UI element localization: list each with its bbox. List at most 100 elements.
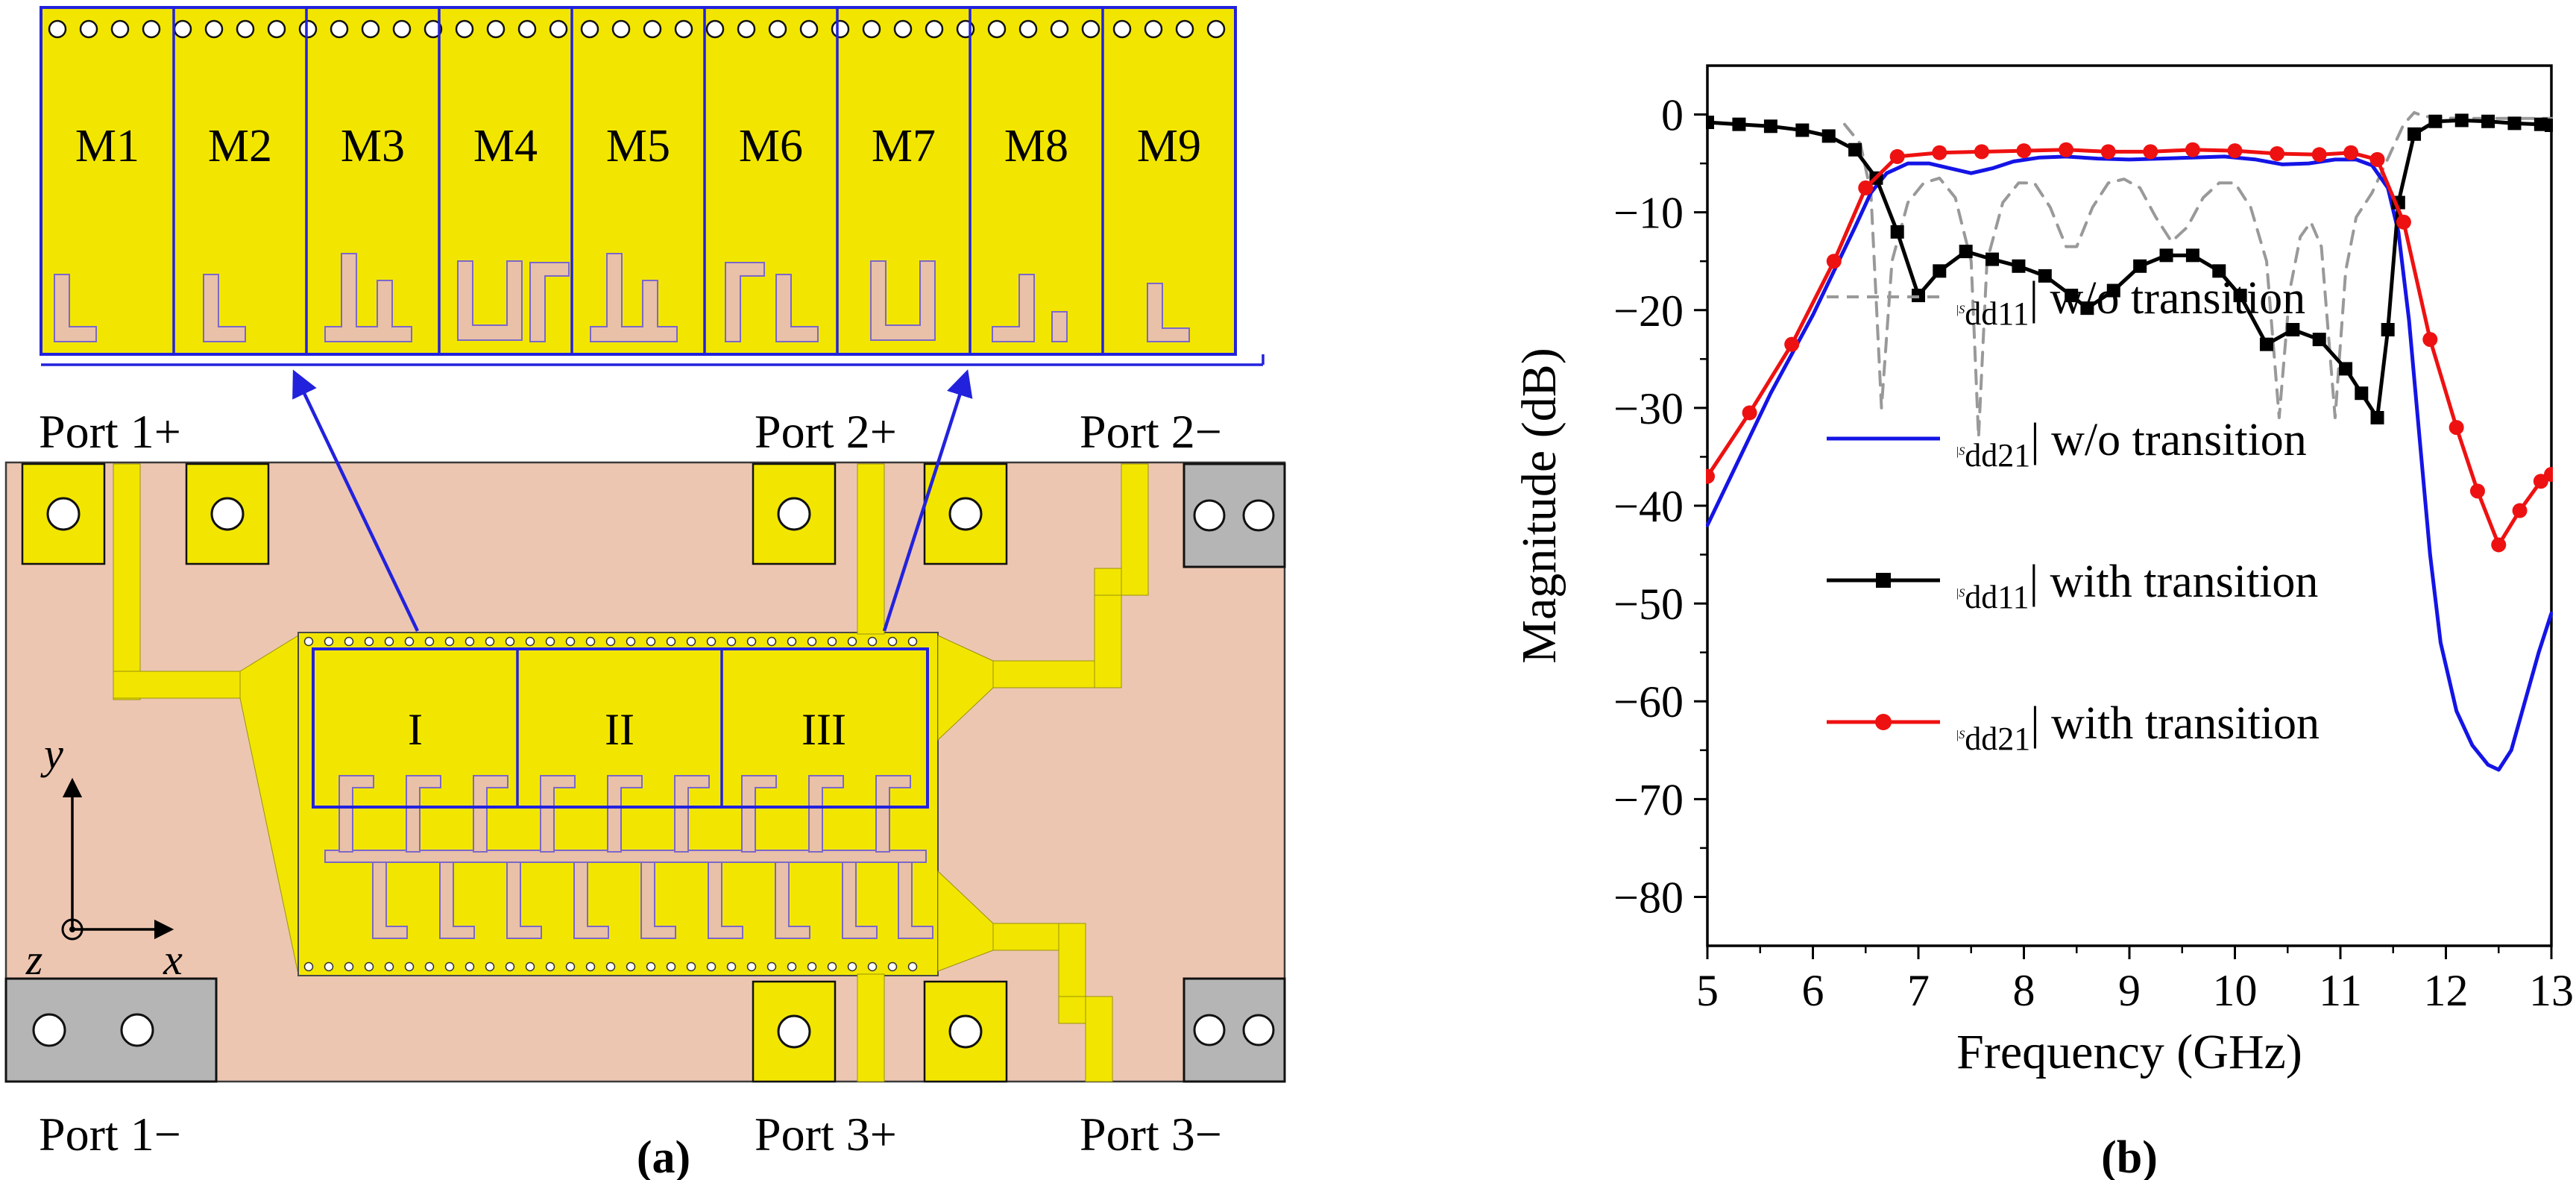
via-hole [1175,19,1194,39]
section-outline: I II III [312,647,929,809]
marker-square [2381,323,2395,336]
marker-square [2080,301,2094,316]
panel-b-caption: (b) [2101,1132,2158,1180]
via-hole [807,961,817,972]
marker-square [2339,362,2353,376]
via-hole [726,961,737,972]
via-hole [585,961,596,972]
pad-hole [948,497,983,531]
marker-square [2106,283,2120,298]
module-label-m1: M1 [75,121,139,172]
y-tick-label: −60 [1613,677,1684,726]
coordinate-axes: y x z [25,729,183,984]
marker-circle [1932,145,1947,160]
marker-square [1732,117,1746,131]
via-hole [706,961,717,972]
via-hole [726,636,737,647]
pad-hole [210,497,245,531]
via-hole [666,961,676,972]
via-hole [505,961,515,972]
via-hole [565,961,576,972]
marker-square [2012,259,2026,273]
via-hole [465,961,475,972]
via-hole [324,961,334,972]
m4-pattern-2 [529,262,570,342]
via-hole [787,636,797,647]
marker-square [2428,114,2443,128]
module-label-m9: M9 [1137,121,1201,172]
via-hole [344,636,354,647]
port2-trace-d [1121,463,1149,596]
marker-circle [2343,145,2359,160]
port1-minus-label: Port 1− [39,1108,181,1161]
x-tick-label: 9 [2118,966,2141,1015]
port2-minus-label: Port 2− [1080,405,1222,458]
via-hole [517,19,537,39]
marker-square [2233,289,2247,303]
block-via-holes [303,636,918,972]
y-axis-label: y [40,729,63,778]
connector-hole [1193,1014,1226,1046]
z-axis-label: z [25,935,43,984]
filter-pattern [324,775,933,939]
marker-circle [2512,503,2528,518]
marker-circle [2100,144,2116,160]
section-label-3: III [802,705,846,754]
connector-hole [120,1013,154,1047]
series-sdd21-wo-transition [1706,154,2553,772]
via-hole [444,636,455,647]
legend-label-sdd11-wo-transition: |Sdd11| w/o transition [1956,273,2305,332]
via-hole [907,961,918,972]
marker-square [2038,269,2052,283]
marker-square [2481,114,2495,128]
x-tick-label: 8 [2013,966,2035,1015]
x-tick-label: 13 [2529,966,2574,1015]
via-hole [706,636,717,647]
via-hole [807,636,817,647]
via-hole [847,636,857,647]
m6-pattern [725,262,765,342]
via-hole [142,19,161,39]
via-hole [626,636,636,647]
via-hole [746,636,757,647]
via-hole [887,636,898,647]
marker-square [1795,123,1810,137]
via-hole [611,19,631,39]
marker-square [2286,323,2300,336]
marker-circle [2227,143,2243,159]
m9-pattern [1147,283,1190,342]
marker-circle [2059,142,2074,157]
section-label-2: II [605,705,634,754]
via-hole [485,961,495,972]
section-label-1: I [408,705,423,754]
marker-circle [2422,332,2438,348]
via-hole [444,961,455,972]
via-hole [862,19,881,39]
x-tick-label: 12 [2424,966,2469,1015]
pad-hole [46,497,81,531]
via-hole [746,961,757,972]
via-hole [384,636,394,647]
m6-pattern-2 [775,274,819,342]
via-hole [1144,19,1163,39]
marker-square [2407,127,2422,141]
via-hole [330,19,349,39]
marker-circle [1889,148,1905,164]
marker-circle [1826,254,1842,269]
marker-square [2212,264,2226,278]
port3-trace-a [992,923,1059,951]
plot-curves [1706,110,2553,772]
via-hole [686,961,696,972]
via-hole [766,636,777,647]
via-hole [768,19,787,39]
marker-square [2065,289,2079,303]
via-hole [303,961,314,972]
via-hole [737,19,756,39]
connector-hole [32,1013,66,1047]
panel-a-caption: (a) [637,1132,690,1180]
via-hole [525,636,535,647]
legend-label-sdd21-with-transition: |Sdd21| with transition [1956,698,2320,757]
x-tick-label: 5 [1696,966,1719,1015]
via-hole [580,19,599,39]
via-hole [626,961,636,972]
